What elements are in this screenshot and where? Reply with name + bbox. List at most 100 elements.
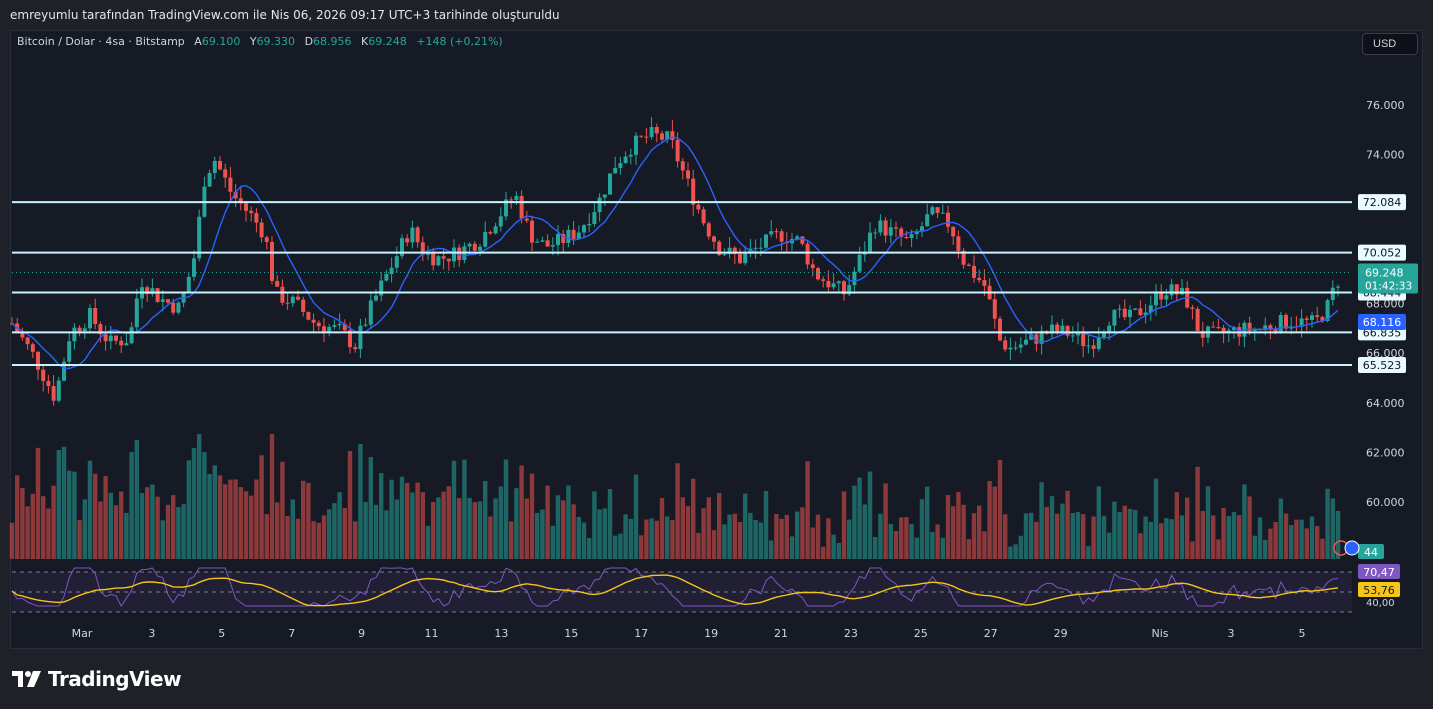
volume-bar: [410, 492, 415, 559]
candle-body: [1330, 287, 1335, 301]
candle-body: [628, 154, 633, 157]
volume-bar: [1029, 512, 1034, 559]
candle-body: [1211, 326, 1216, 328]
candle-body: [1091, 345, 1096, 349]
volume-bar: [394, 499, 399, 559]
candle-body: [124, 343, 129, 346]
volume-bar: [368, 456, 373, 559]
volume-bar: [98, 501, 103, 559]
candle-body: [483, 232, 488, 247]
volume-bar: [1268, 528, 1273, 559]
volume-bar: [1101, 515, 1107, 559]
candle-body: [488, 232, 493, 234]
volume-bar: [145, 487, 150, 559]
tradingview-logo[interactable]: TradingView: [12, 667, 182, 691]
volume-bar: [748, 512, 753, 559]
volume-bar: [321, 515, 327, 559]
candle-body: [389, 267, 394, 274]
volume-bar: [779, 518, 784, 559]
volume-bar: [1086, 546, 1091, 559]
volume-bar: [789, 536, 795, 559]
candle-body: [852, 271, 857, 286]
candle-body: [504, 199, 508, 217]
candle-body: [493, 226, 498, 234]
volume-bar: [1257, 517, 1263, 559]
candle-body: [103, 334, 108, 342]
volume-bar: [1325, 488, 1330, 559]
candle-body: [1336, 286, 1340, 288]
candle-body: [98, 324, 103, 335]
candle-body: [514, 196, 519, 200]
candle-body: [342, 323, 347, 331]
volume-bar: [436, 497, 441, 559]
candle-body: [800, 236, 805, 244]
volume-bar: [1096, 486, 1101, 559]
candle-body: [904, 236, 909, 239]
volume-bar: [15, 475, 20, 559]
tradingview-logo-icon: [12, 671, 41, 687]
volume-bar: [1263, 539, 1268, 559]
candle-body: [774, 231, 779, 233]
candle-body: [1117, 308, 1122, 310]
volume-bar: [129, 452, 134, 559]
candle-body: [1148, 305, 1153, 313]
price-tick-label: 62.000: [1366, 446, 1405, 459]
candle-body: [701, 209, 706, 224]
candle-body: [207, 173, 212, 187]
candle-body: [498, 216, 503, 227]
volume-bar: [134, 439, 139, 559]
candle-body: [114, 335, 118, 341]
candle-body: [223, 169, 228, 178]
level-price-label: 70.052: [1363, 247, 1402, 260]
volume-bar: [342, 508, 347, 559]
candle-body: [660, 133, 664, 140]
time-tick-label: 11: [425, 627, 439, 640]
candle-body: [108, 335, 113, 342]
candle-body: [41, 369, 46, 381]
volume-bar: [197, 434, 202, 559]
volume-bar: [503, 459, 509, 559]
volume-bar: [498, 486, 503, 559]
candle-body: [405, 238, 410, 243]
volume-bar: [607, 489, 613, 559]
candle-body: [878, 220, 883, 233]
volume-bar: [649, 518, 654, 559]
volume-bar: [711, 530, 717, 559]
volume-bar: [1122, 505, 1127, 559]
currency-button[interactable]: USD: [1362, 33, 1418, 55]
volume-bar: [717, 493, 722, 559]
volume-bar: [171, 495, 176, 559]
candle-body: [171, 302, 176, 313]
volume-bar: [1060, 503, 1065, 559]
candle-body: [576, 232, 581, 239]
candle-body: [264, 237, 269, 242]
candle-body: [888, 227, 893, 236]
candle-body: [712, 236, 716, 242]
volume-bar: [1221, 507, 1226, 559]
volume-bar: [1169, 519, 1174, 559]
candle-body: [686, 170, 690, 179]
candle-body: [348, 330, 352, 348]
candle-body: [160, 299, 165, 302]
volume-bar: [795, 511, 800, 559]
candle-body: [1154, 292, 1158, 306]
candle-body: [550, 245, 555, 247]
candle-body: [1133, 308, 1138, 310]
volume-bar: [243, 491, 249, 559]
candle-body: [758, 247, 763, 249]
volume-bar: [477, 501, 483, 559]
candle-body: [842, 281, 846, 295]
volume-bar: [1133, 509, 1138, 559]
candle-body: [1315, 315, 1320, 317]
candle-body: [197, 216, 202, 259]
volume-bar: [1081, 514, 1086, 559]
candle-body: [1174, 284, 1179, 295]
volume-bar: [592, 491, 597, 559]
volume-bar: [212, 465, 217, 559]
volume-bar: [176, 506, 181, 559]
volume-bar: [909, 524, 914, 559]
volume-bar: [1179, 515, 1185, 559]
volume-bar: [1055, 513, 1060, 559]
volume-bar: [852, 485, 857, 559]
